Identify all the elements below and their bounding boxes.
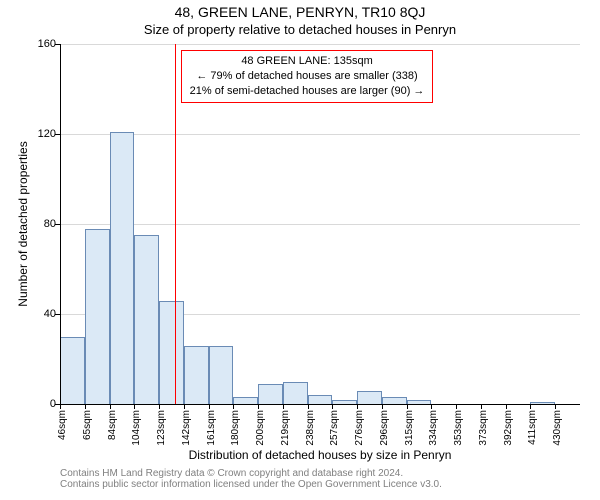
x-tick-label: 180sqm: [230, 410, 241, 446]
histogram-bar: [184, 346, 209, 405]
histogram-bar: [382, 397, 407, 404]
x-tick-label: 123sqm: [156, 410, 167, 446]
histogram-bar: [308, 395, 333, 404]
x-tick-label: 373sqm: [478, 410, 489, 446]
chart-footer: Contains HM Land Registry data © Crown c…: [60, 468, 580, 490]
x-tick-label: 200sqm: [255, 410, 266, 446]
x-tick-label: 104sqm: [131, 410, 142, 446]
x-tick-label: 238sqm: [305, 410, 316, 446]
x-tick-label: 142sqm: [181, 410, 192, 446]
y-tick-label: 0: [16, 398, 56, 410]
y-tick-label: 120: [16, 128, 56, 140]
grid-line: [60, 44, 580, 45]
x-tick-label: 296sqm: [379, 410, 390, 446]
x-tick-label: 65sqm: [82, 410, 93, 440]
histogram-bar: [357, 391, 382, 405]
chart-title-main: 48, GREEN LANE, PENRYN, TR10 8QJ: [0, 4, 600, 20]
x-tick-label: 411sqm: [527, 410, 538, 445]
grid-line: [60, 224, 580, 225]
x-tick-label: 84sqm: [107, 410, 118, 440]
x-tick-label: 276sqm: [354, 410, 365, 446]
x-tick-label: 315sqm: [404, 410, 415, 446]
x-tick-label: 430sqm: [552, 410, 563, 446]
histogram-bar: [60, 337, 85, 405]
x-axis-line: [60, 404, 580, 405]
plot-area: 48 GREEN LANE: 135sqm← 79% of detached h…: [60, 44, 580, 404]
histogram-bar: [258, 384, 283, 404]
x-tick-label: 257sqm: [329, 410, 340, 446]
callout-line: 21% of semi-detached houses are larger (…: [190, 84, 425, 99]
histogram-bar: [134, 235, 159, 404]
x-tick-label: 161sqm: [206, 410, 217, 446]
y-tick-label: 80: [16, 218, 56, 230]
y-tick-label: 40: [16, 308, 56, 320]
callout-line: 48 GREEN LANE: 135sqm: [190, 54, 425, 69]
footer-line-2: Contains public sector information licen…: [60, 479, 580, 490]
chart-container: 48, GREEN LANE, PENRYN, TR10 8QJ Size of…: [0, 0, 600, 500]
callout-line: ← 79% of detached houses are smaller (33…: [190, 69, 425, 84]
x-tick-label: 334sqm: [428, 410, 439, 446]
histogram-bar: [283, 382, 308, 405]
grid-line: [60, 134, 580, 135]
histogram-bar: [85, 229, 110, 405]
x-tick-label: 219sqm: [280, 410, 291, 446]
chart-title-sub: Size of property relative to detached ho…: [0, 22, 600, 37]
histogram-bar: [110, 132, 135, 404]
x-tick-label: 46sqm: [57, 410, 68, 440]
callout-box: 48 GREEN LANE: 135sqm← 79% of detached h…: [181, 50, 434, 103]
y-tick-label: 160: [16, 38, 56, 50]
y-axis-line: [60, 44, 61, 404]
histogram-bar: [233, 397, 258, 404]
x-tick-label: 353sqm: [453, 410, 464, 446]
footer-line-1: Contains HM Land Registry data © Crown c…: [60, 468, 580, 479]
x-tick-label: 392sqm: [503, 410, 514, 446]
x-axis-label: Distribution of detached houses by size …: [60, 448, 580, 462]
histogram-bar: [209, 346, 234, 405]
histogram-bar: [159, 301, 184, 405]
reference-line: [175, 44, 176, 404]
